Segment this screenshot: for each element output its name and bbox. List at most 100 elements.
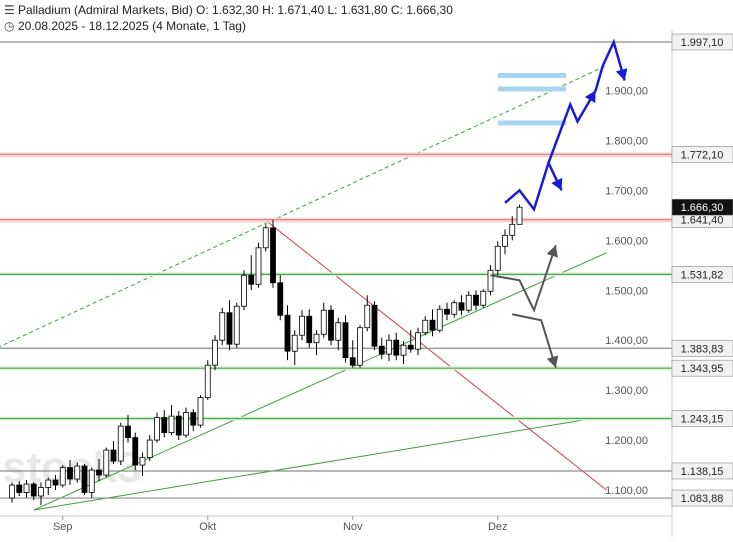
candle-body <box>197 397 204 426</box>
candle-body <box>393 339 400 356</box>
candle-body <box>422 319 429 334</box>
level-price-tag: 1.343,95 <box>681 363 724 375</box>
target-box-upper <box>498 73 566 79</box>
trendline-green <box>33 252 607 511</box>
level-price-tag-box <box>671 146 733 163</box>
candle-body <box>270 227 276 284</box>
candle-body <box>306 315 313 344</box>
candle-body <box>175 415 182 436</box>
y-tick-label: 1.700,00 <box>605 185 648 197</box>
y-tick-label: 1.600,00 <box>605 235 648 247</box>
candle-body <box>74 465 81 480</box>
level-price-tag-box <box>671 489 733 507</box>
scenario-up2-arrowhead-end <box>615 68 628 81</box>
candle-body <box>349 357 356 366</box>
candle-body <box>400 344 407 356</box>
y-tick-label: 1.100,00 <box>605 485 648 497</box>
candle-body <box>255 247 262 285</box>
range-header: ◷ 20.08.2025 - 18.12.2025 (4 Monate, 1 Ta… <box>4 19 246 33</box>
level-price-tag: 1.531,82 <box>681 269 724 281</box>
candle-body <box>444 308 450 315</box>
level-price-tag-box <box>671 359 733 377</box>
candle-body <box>88 469 95 493</box>
candle-body <box>473 294 479 306</box>
level-price-tag: 1.641,40 <box>681 215 724 227</box>
candle-body <box>328 309 334 341</box>
scenario-down2-path <box>512 313 557 368</box>
candle-body <box>96 469 102 476</box>
level-price-tag-box <box>671 410 733 427</box>
level-price-tag: 1.138,15 <box>681 466 724 478</box>
candle-body <box>117 425 124 462</box>
candle-body <box>291 334 298 352</box>
range-line: 20.08.2025 - 18.12.2025 (4 Monate, 1 Tag… <box>18 19 246 33</box>
candle-body <box>59 467 66 486</box>
candle-body <box>299 315 305 336</box>
scenario-down-arrowhead <box>546 245 558 258</box>
level-price-tag-box <box>671 33 733 51</box>
level-price-tag-box <box>671 339 733 357</box>
candle-body <box>241 274 247 307</box>
candle-body <box>313 333 320 344</box>
candle-body <box>342 322 349 359</box>
candle-body <box>494 245 501 271</box>
scenario-down-path <box>490 244 557 313</box>
x-tick-label: Sep <box>53 521 73 533</box>
level-price-tag-box <box>671 462 733 480</box>
target-box-lower <box>498 86 566 92</box>
candle-body <box>262 227 269 249</box>
candle-body <box>52 479 59 486</box>
candle-body <box>204 364 211 399</box>
level-price-tag: 1.383,83 <box>681 343 724 355</box>
candle-body <box>284 314 291 352</box>
trendline-green <box>33 418 593 511</box>
candle-body <box>30 483 37 497</box>
candle-body <box>125 425 131 438</box>
candle-body <box>219 312 226 341</box>
bar-chart-icon: ☰ <box>4 3 15 17</box>
candle-body <box>168 415 175 433</box>
target-box-mid <box>498 120 566 126</box>
candle-body <box>320 309 327 335</box>
scenario-down2-arrowhead <box>546 355 559 368</box>
candle-body <box>110 449 117 462</box>
candle-body <box>378 345 385 355</box>
candle-body <box>38 487 44 497</box>
candle-body <box>154 417 160 441</box>
scenario-up-arrowhead <box>551 177 563 191</box>
y-tick-label: 1.800,00 <box>605 135 648 147</box>
candle-body <box>212 339 218 366</box>
candle-body <box>364 304 371 329</box>
candle-body <box>67 467 73 480</box>
candle-body <box>371 304 378 347</box>
y-tick-label: 1.400,00 <box>605 335 648 347</box>
level-price-tag-box <box>671 266 733 283</box>
candle-body <box>103 449 110 476</box>
level-price-tag: 1.997,10 <box>681 37 724 49</box>
y-tick-label: 1.200,00 <box>605 435 648 447</box>
candle-body <box>502 234 508 247</box>
candle-body <box>436 308 443 331</box>
candle-body <box>516 206 523 225</box>
candle-body <box>458 302 465 311</box>
trendline-green-dashed <box>0 65 607 348</box>
candle-body <box>16 484 23 493</box>
level-price-tag: 1.772,10 <box>681 149 724 161</box>
candle-body <box>183 412 189 436</box>
candle-body <box>81 465 88 493</box>
candle-body <box>509 223 516 236</box>
y-tick-label: 1.900,00 <box>605 85 648 97</box>
candle-body <box>248 274 255 285</box>
level-price-tag: 1.243,15 <box>681 414 724 426</box>
level-price-tag: 1.083,88 <box>681 493 724 505</box>
candle-body <box>139 457 146 466</box>
candle-body <box>480 290 487 306</box>
candle-body <box>132 437 139 466</box>
candle-body <box>487 269 494 292</box>
y-tick-label: 1.300,00 <box>605 385 648 397</box>
candle-body <box>407 344 414 350</box>
y-tick-label: 1.500,00 <box>605 285 648 297</box>
x-tick-label: Dez <box>488 521 508 533</box>
